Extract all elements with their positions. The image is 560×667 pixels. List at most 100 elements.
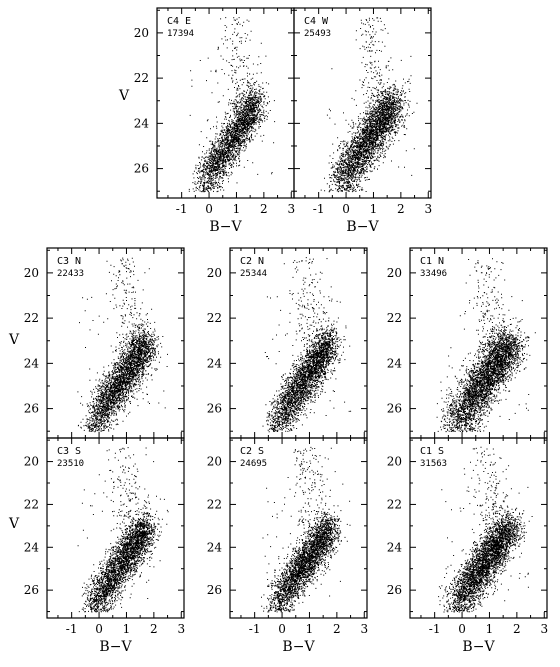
y-tick-label: 22 — [24, 497, 39, 511]
y-tick-label: 22 — [207, 311, 222, 325]
x-tick-label: 1 — [233, 202, 241, 216]
x-tick-label: 1 — [370, 202, 378, 216]
panel-count: 31563 — [420, 459, 447, 469]
y-tick-label: 24 — [207, 540, 223, 554]
x-tick-label: 3 — [540, 622, 548, 636]
x-tick-label: 2 — [397, 202, 405, 216]
y-tick-label: 20 — [207, 266, 222, 280]
y-tick-label: 26 — [24, 583, 39, 597]
x-axis-title: B−V — [282, 639, 315, 655]
panel-label: C3 S — [57, 446, 81, 457]
scatter-point-cloud — [77, 257, 168, 433]
y-tick-label: 22 — [387, 497, 402, 511]
x-axis-title: B−V — [209, 219, 242, 235]
y-axis-title: V — [8, 332, 20, 348]
y-axis-title: V — [8, 516, 20, 532]
x-tick-label: 0 — [278, 622, 286, 636]
y-tick-label: 20 — [207, 455, 222, 469]
y-tick-label: 24 — [387, 540, 403, 554]
y-tick-label: 24 — [387, 356, 403, 370]
cmd-panel-0: -1 0 1 2 3 20 22 24 26 C4 E 17394 B−V V — [118, 7, 295, 235]
x-tick-label: -1 — [249, 622, 261, 636]
scatter-point-cloud — [320, 17, 418, 193]
x-tick-label: 1 — [306, 622, 314, 636]
x-tick-label: 2 — [150, 622, 158, 636]
scatter-points — [320, 17, 418, 193]
y-tick-label: 20 — [24, 266, 39, 280]
scatter-points — [262, 257, 352, 433]
scatter-points — [261, 446, 351, 613]
panel-frame — [46, 437, 185, 619]
scatter-point-cloud — [438, 446, 533, 613]
y-tick-label: 26 — [134, 162, 149, 176]
x-tick-label: -1 — [429, 622, 441, 636]
x-tick-label: -1 — [66, 622, 78, 636]
cmd-panel-2: 20 22 24 26 C3 N 22433 V — [8, 247, 185, 439]
y-tick-label: 26 — [387, 583, 402, 597]
panel-frame — [229, 437, 368, 619]
y-tick-label: 20 — [387, 455, 402, 469]
y-tick-label: 26 — [207, 583, 222, 597]
cmd-panel-1: -1 0 1 2 3 C4 W 25493 B−V — [293, 7, 432, 235]
x-axis-title: B−V — [346, 219, 379, 235]
panel-label: C2 S — [240, 446, 264, 457]
x-axis-title: B−V — [462, 639, 495, 655]
x-tick-label: 0 — [95, 622, 103, 636]
cmd-panel-5: -1 0 1 2 3 20 22 24 26 C3 S 23510 B−V V — [8, 437, 185, 655]
panel-count: 25344 — [240, 269, 267, 279]
x-tick-label: -1 — [313, 202, 325, 216]
cmd-panel-6: -1 0 1 2 3 20 22 24 26 C2 S 24695 B−V — [207, 437, 368, 655]
x-axis-title: B−V — [99, 639, 132, 655]
cmd-panel-7: -1 0 1 2 3 20 22 24 26 C1 S 31563 B−V — [387, 437, 548, 655]
y-tick-label: 24 — [24, 356, 40, 370]
y-tick-label: 20 — [134, 26, 149, 40]
x-tick-label: 3 — [287, 202, 295, 216]
y-tick-label: 26 — [387, 402, 402, 416]
cmd-panel-4: 20 22 24 26 C1 N 33496 — [387, 247, 548, 439]
scatter-point-cloud — [188, 17, 276, 193]
scatter-point-cloud — [77, 447, 169, 613]
panel-count: 23510 — [57, 459, 84, 469]
panel-label: C1 S — [420, 446, 444, 457]
panel-count: 17394 — [167, 29, 194, 39]
x-tick-label: 3 — [360, 622, 368, 636]
scatter-point-cloud — [261, 446, 351, 613]
panel-label: C4 W — [304, 16, 329, 27]
y-tick-label: 22 — [387, 311, 402, 325]
scatter-points — [188, 17, 276, 193]
scatter-points — [438, 446, 533, 613]
y-tick-label: 20 — [387, 266, 402, 280]
y-tick-label: 24 — [24, 540, 40, 554]
scatter-points — [77, 257, 168, 433]
y-tick-label: 22 — [24, 311, 39, 325]
scatter-point-cloud — [262, 257, 352, 433]
scatter-point-cloud — [436, 258, 536, 433]
y-tick-label: 20 — [24, 455, 39, 469]
y-tick-label: 22 — [134, 71, 149, 85]
x-tick-label: 3 — [177, 622, 185, 636]
panel-label: C3 N — [57, 256, 81, 267]
cmd-panel-3: 20 22 24 26 C2 N 25344 — [207, 247, 368, 439]
x-tick-label: 1 — [123, 622, 131, 636]
y-axis-title: V — [118, 88, 130, 104]
panel-label: C4 E — [167, 16, 191, 27]
x-tick-label: 3 — [424, 202, 432, 216]
y-tick-label: 24 — [134, 116, 150, 130]
panel-label: C2 N — [240, 256, 264, 267]
y-tick-label: 22 — [207, 497, 222, 511]
panel-frame — [293, 7, 432, 199]
panel-count: 25493 — [304, 29, 331, 39]
x-tick-label: -1 — [176, 202, 188, 216]
x-tick-label: 0 — [205, 202, 213, 216]
panel-frame — [409, 437, 548, 619]
scatter-points — [436, 258, 536, 433]
x-tick-label: 2 — [513, 622, 521, 636]
y-tick-label: 24 — [207, 356, 223, 370]
x-tick-label: 0 — [342, 202, 350, 216]
y-tick-label: 26 — [207, 402, 222, 416]
x-tick-label: 0 — [458, 622, 466, 636]
panel-count: 24695 — [240, 459, 267, 469]
x-tick-label: 1 — [486, 622, 494, 636]
panel-label: C1 N — [420, 256, 444, 267]
